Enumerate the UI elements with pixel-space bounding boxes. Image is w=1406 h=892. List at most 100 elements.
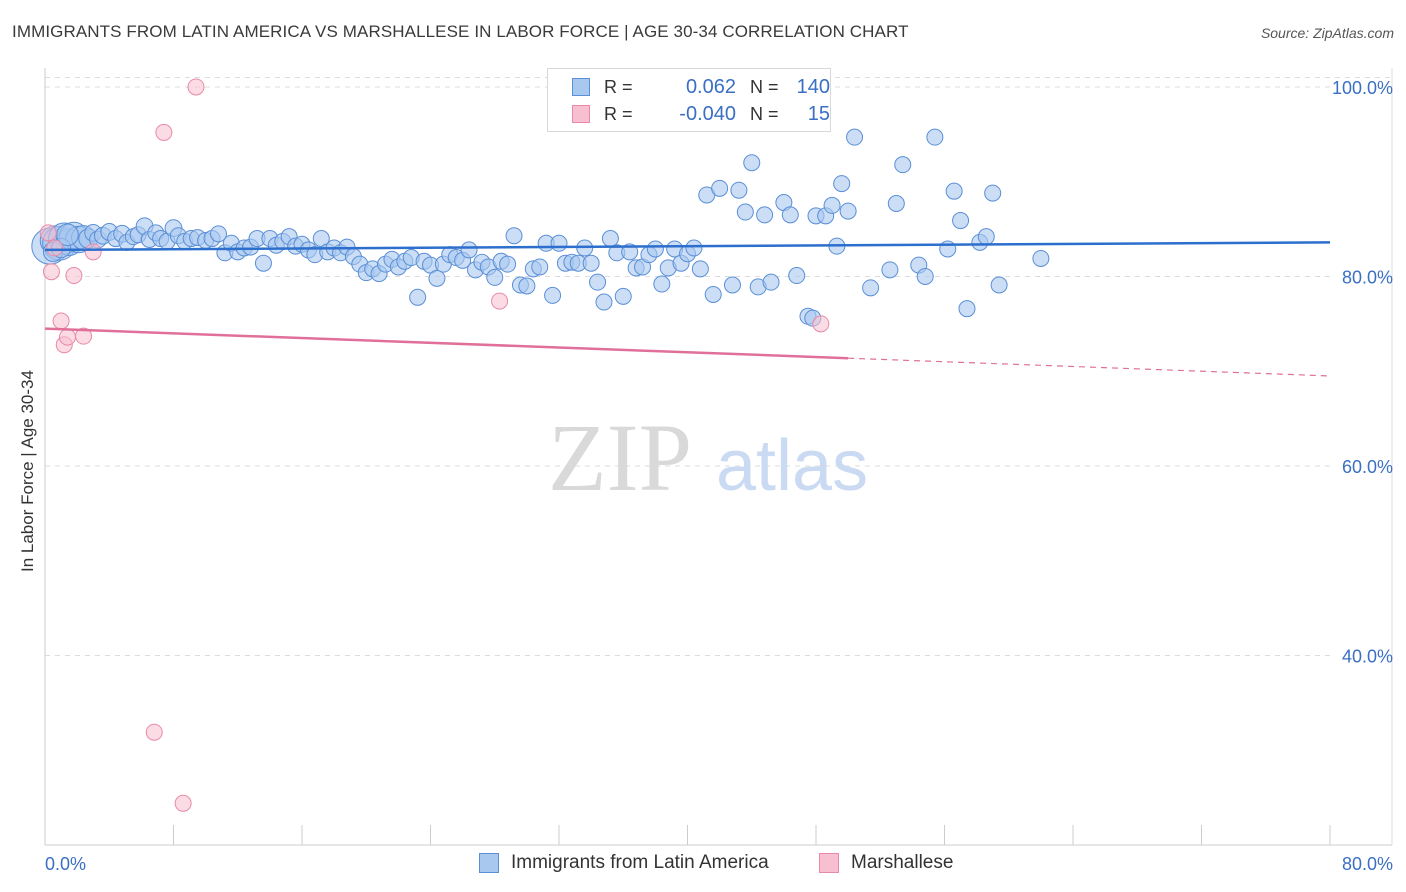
y-tick-label: 60.0% xyxy=(1342,457,1393,477)
y-axis-label: In Labor Force | Age 30-34 xyxy=(18,370,37,572)
x-tick-label: 80.0% xyxy=(1342,854,1393,874)
trend-lines xyxy=(44,241,1331,377)
data-point-latin-america xyxy=(730,181,748,199)
data-point-latin-america xyxy=(711,179,729,197)
data-point-marshallese xyxy=(812,315,830,333)
data-point-latin-america xyxy=(977,228,995,246)
data-point-marshallese xyxy=(58,328,76,346)
data-point-latin-america xyxy=(486,268,504,286)
legend-row-marshallese: R = -0.040 N = 15 xyxy=(572,102,830,126)
legend-r-label: R = xyxy=(604,76,633,97)
data-point-marshallese xyxy=(39,224,57,242)
data-point-latin-america xyxy=(653,275,671,293)
legend-n-value: 140 xyxy=(796,75,830,98)
data-point-latin-america xyxy=(846,128,864,146)
data-point-latin-america xyxy=(550,234,568,252)
x-tick-label: 0.0% xyxy=(45,854,86,874)
data-point-latin-america xyxy=(984,184,1002,202)
data-point-marshallese xyxy=(52,312,70,330)
chart-title: IMMIGRANTS FROM LATIN AMERICA VS MARSHAL… xyxy=(12,22,909,41)
legend-item-latin-america: Immigrants from Latin America xyxy=(479,852,769,874)
data-point-latin-america xyxy=(839,202,857,220)
y-tick-label: 40.0% xyxy=(1342,646,1393,666)
tick-labels: 100.0% 80.0% 60.0% 40.0% 0.0% 80.0% xyxy=(45,78,1393,874)
data-point-latin-america xyxy=(691,260,709,278)
source-credit: Source: ZipAtlas.com xyxy=(1260,25,1394,41)
data-point-latin-america xyxy=(704,285,722,303)
y-tick-label: 100.0% xyxy=(1332,78,1393,98)
data-point-latin-america xyxy=(833,175,851,193)
data-point-latin-america xyxy=(1032,249,1050,267)
legend-r-value: -0.040 xyxy=(679,102,736,125)
data-point-marshallese xyxy=(145,723,163,741)
data-point-latin-america xyxy=(518,277,536,295)
legend-label-latin-america: Immigrants from Latin America xyxy=(511,852,769,873)
data-point-latin-america xyxy=(990,276,1008,294)
legend-swatch-blue xyxy=(572,78,590,96)
data-point-latin-america xyxy=(743,154,761,172)
trend-line-latin-america xyxy=(44,241,1331,252)
legend-r-label: R = xyxy=(604,103,633,124)
y-tick-label: 80.0% xyxy=(1342,267,1393,287)
data-point-latin-america xyxy=(762,273,780,291)
data-point-latin-america xyxy=(945,182,963,200)
data-point-marshallese xyxy=(491,292,509,310)
gridlines xyxy=(45,76,1392,656)
data-point-latin-america xyxy=(952,212,970,230)
data-point-marshallese xyxy=(174,794,192,812)
data-point-latin-america xyxy=(614,287,632,305)
data-point-latin-america xyxy=(685,239,703,257)
data-point-latin-america xyxy=(505,227,523,245)
data-point-latin-america xyxy=(862,279,880,297)
data-point-latin-america xyxy=(958,300,976,318)
data-point-marshallese xyxy=(46,239,64,257)
data-point-latin-america xyxy=(781,206,799,224)
axes xyxy=(44,68,1393,846)
data-points xyxy=(31,78,1050,812)
data-point-latin-america xyxy=(544,286,562,304)
data-point-marshallese xyxy=(187,78,205,96)
watermark-atlas: atlas xyxy=(716,426,868,506)
data-point-marshallese xyxy=(42,263,60,281)
legend-item-marshallese: Marshallese xyxy=(819,852,953,874)
legend-label-marshallese: Marshallese xyxy=(851,852,954,873)
legend-r-value: 0.062 xyxy=(685,75,736,98)
data-point-latin-america xyxy=(621,243,639,261)
data-point-latin-america xyxy=(209,225,227,243)
data-point-latin-america xyxy=(926,128,944,146)
data-point-latin-america xyxy=(428,269,446,287)
data-point-latin-america xyxy=(788,267,806,285)
data-point-latin-america xyxy=(881,261,899,279)
watermark-zip: ZIP xyxy=(548,404,692,511)
data-point-latin-america xyxy=(823,196,841,214)
trend-line-marshallese-extension xyxy=(848,357,1331,377)
data-point-latin-america xyxy=(723,276,741,294)
legend-swatch-pink xyxy=(819,853,839,873)
legend-row-latin-america: R = 0.062 N = 140 xyxy=(572,75,830,99)
data-point-latin-america xyxy=(894,156,912,174)
data-point-marshallese xyxy=(84,243,102,261)
data-point-latin-america xyxy=(460,241,478,259)
data-point-latin-america xyxy=(601,230,619,248)
legend-n-value: 15 xyxy=(807,102,830,125)
data-point-latin-america xyxy=(531,258,549,276)
data-point-latin-america xyxy=(499,255,517,273)
data-point-latin-america xyxy=(582,254,600,272)
data-point-marshallese xyxy=(75,327,93,345)
data-point-latin-america xyxy=(589,273,607,291)
data-point-latin-america xyxy=(254,254,272,272)
data-point-latin-america xyxy=(595,293,613,311)
data-point-latin-america xyxy=(646,240,664,258)
data-point-marshallese xyxy=(65,267,83,285)
legend-n-label: N = xyxy=(750,76,779,97)
data-point-latin-america xyxy=(887,195,905,213)
trend-line-marshallese xyxy=(44,327,849,360)
legend-swatch-pink xyxy=(572,105,590,123)
data-point-marshallese xyxy=(155,123,173,141)
data-point-latin-america xyxy=(916,267,934,285)
data-point-latin-america xyxy=(756,206,774,224)
data-point-latin-america xyxy=(576,239,594,257)
data-point-latin-america xyxy=(409,288,427,306)
legend-swatch-blue xyxy=(479,853,499,873)
